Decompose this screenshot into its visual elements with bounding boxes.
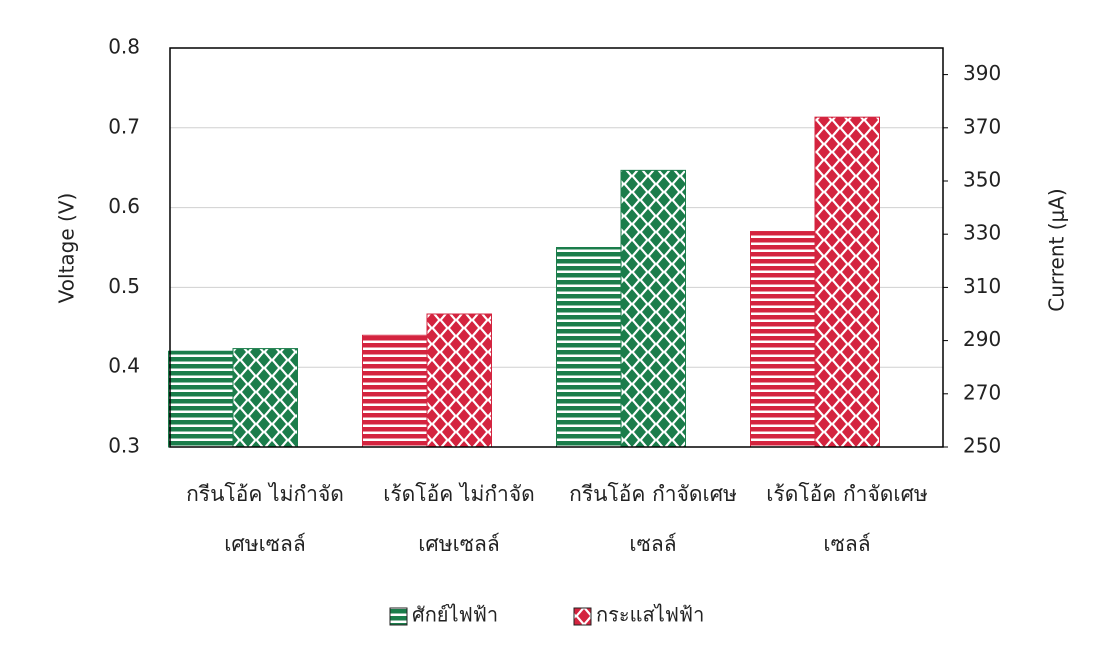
- bar: [556, 247, 622, 448]
- legend-label: กระแสไฟฟ้า: [596, 603, 704, 627]
- y2-tick-label: 270: [963, 380, 1001, 404]
- y2-axis-title: Current (μA): [1045, 188, 1069, 312]
- y-axis-title: Voltage (V): [55, 193, 79, 304]
- bar: [426, 313, 492, 448]
- y2-tick-label: 310: [963, 274, 1001, 298]
- y-tick-label: 0.4: [108, 354, 140, 378]
- x-tick-label: เซลล์: [629, 532, 676, 556]
- y2-tick-label: 290: [963, 327, 1001, 351]
- y-tick-label: 0.5: [108, 274, 140, 298]
- x-tick-label: เร้ดโอ้ค ไม่กำจัด: [383, 482, 535, 506]
- bar: [814, 116, 880, 448]
- x-tick-label: กรีนโอ้ค ไม่กำจัด: [186, 482, 344, 506]
- y-tick-label: 0.3: [108, 434, 140, 458]
- y2-tick-label: 350: [963, 168, 1001, 192]
- x-tick-label: เร้ดโอ้ค กำจัดเศษ: [766, 482, 928, 506]
- x-tick-label: เศษเซลล์: [418, 532, 500, 556]
- y2-tick-label: 250: [963, 434, 1001, 458]
- bar: [362, 334, 428, 448]
- plot-border: [169, 47, 944, 448]
- bar: [620, 169, 686, 448]
- bar: [750, 231, 816, 448]
- y2-tick-label: 330: [963, 221, 1001, 245]
- legend-swatch: [389, 607, 408, 626]
- y2-tick-label: 390: [963, 61, 1001, 85]
- legend-swatch: [573, 607, 592, 626]
- y-tick-label: 0.8: [108, 35, 140, 59]
- legend-label: ศักย์ไฟฟ้า: [412, 603, 498, 627]
- bar: [168, 350, 234, 448]
- y2-tick-label: 370: [963, 114, 1001, 138]
- y-tick-label: 0.6: [108, 194, 140, 218]
- x-tick-label: กรีนโอ้ค กำจัดเศษ: [569, 482, 737, 506]
- x-tick-label: เศษเซลล์: [224, 532, 306, 556]
- y-tick-label: 0.7: [108, 114, 140, 138]
- x-tick-label: เซลล์: [823, 532, 870, 556]
- bar: [232, 348, 298, 448]
